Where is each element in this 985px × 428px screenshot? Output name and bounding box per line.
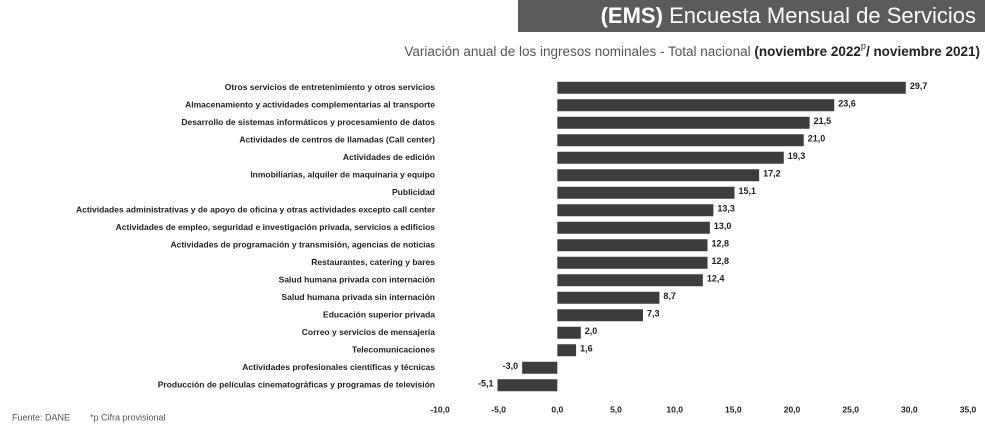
value-label: 8,7 [663,291,676,301]
bar [557,256,708,269]
bar [497,379,558,392]
category-label: Telecomunicaciones [352,345,435,355]
category-label: Desarrollo de sistemas informáticos y pr… [181,117,435,127]
title-main: Encuesta Mensual de Servicios [669,3,976,28]
bar [557,186,735,199]
x-tick-label: 35,0 [960,404,977,414]
x-tick-label: 20,0 [784,404,801,414]
value-label: 13,0 [714,221,732,231]
value-label: 12,4 [707,274,725,284]
bar [522,361,558,374]
x-tick-label: 5,0 [610,404,622,414]
category-label: Actividades profesionales científicas y … [242,362,435,372]
category-label: Salud humana privada con internación [279,275,435,285]
bar [557,274,703,287]
category-label: Publicidad [392,187,435,197]
title-prefix: (EMS) [601,3,663,28]
bar [557,221,710,234]
chart-title: (EMS) Encuesta Mensual de Servicios [601,3,976,28]
value-label: 12,8 [712,256,730,266]
bar [557,204,714,217]
bar [557,116,810,129]
subtitle-period-end: / noviembre 2021) [866,44,980,59]
value-label: -3,0 [503,361,519,371]
category-label: Producción de películas cinematográficas… [158,380,435,390]
value-label: 17,2 [763,169,781,179]
value-label: 2,0 [585,326,598,336]
subtitle-main: Variación anual de los ingresos nominale… [404,44,750,59]
value-label: -5,1 [478,379,494,389]
x-tick-label: 25,0 [842,404,859,414]
bar [557,81,906,94]
value-label: 7,3 [647,309,660,319]
bar [557,169,760,182]
value-label: 1,6 [580,344,593,354]
subtitle-mark: p [861,41,866,51]
bar [557,99,835,112]
bar [557,291,660,304]
x-tick-label: -10,0 [430,404,450,414]
value-label: 21,5 [814,116,832,126]
category-label: Actividades de edición [343,152,435,162]
value-label: 29,7 [910,81,928,91]
category-label: Actividades administrativas y de apoyo d… [76,205,436,215]
bar [557,134,804,147]
note: *p Cifra provisional [90,412,166,422]
bar [557,309,643,322]
category-label: Salud humana privada sin internación [281,292,435,302]
bar [557,239,708,252]
x-tick-label: 0,0 [551,404,563,414]
x-tick-label: 30,0 [901,404,918,414]
title-banner [518,0,985,32]
value-label: 23,6 [838,99,856,109]
subtitle-period: (noviembre 2022 [754,44,861,59]
bar [557,344,577,357]
value-label: 19,3 [788,151,806,161]
category-label: Actividades de empleo, seguridad e inves… [116,222,436,232]
x-tick-label: 15,0 [725,404,742,414]
bar [557,326,581,339]
category-label: Actividades de centros de llamadas (Call… [239,135,435,145]
category-label: Restaurantes, catering y bares [311,257,435,267]
category-label: Inmobiliarias, alquiler de maquinaria y … [250,170,435,180]
chart-subtitle: Variación anual de los ingresos nominale… [404,41,980,58]
category-label: Otros servicios de entretenimiento y otr… [225,82,435,92]
x-tick-label: -5,0 [491,404,506,414]
category-label: Actividades de programación y transmisió… [170,240,435,250]
source: Fuente: DANE [12,412,70,422]
category-label: Correo y servicios de mensajería [302,327,436,337]
value-label: 12,8 [712,239,730,249]
value-label: 13,3 [717,204,735,214]
category-label: Educación superior privada [323,310,435,320]
bar [557,151,784,164]
value-label: 15,1 [739,186,757,196]
x-tick-label: 10,0 [666,404,683,414]
value-label: 21,0 [808,134,826,144]
category-label: Almacenamiento y actividades complementa… [185,100,435,110]
